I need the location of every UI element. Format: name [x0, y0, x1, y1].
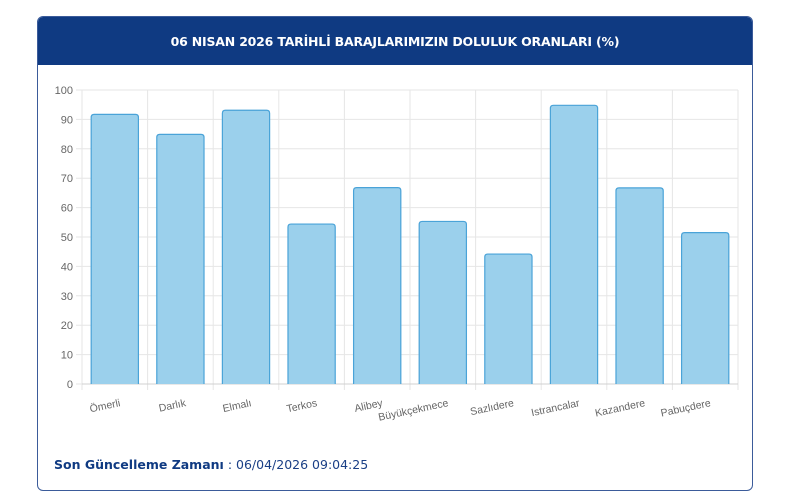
bar-kazandere[interactable]: [615, 187, 664, 384]
chart-title: 06 NISAN 2026 TARİHLİ BARAJLARIMIZIN DOL…: [170, 33, 620, 49]
bar-elmalı[interactable]: [221, 109, 271, 384]
y-tick-label: 80: [61, 144, 73, 156]
x-tick-label: Pabuçdere: [660, 397, 712, 419]
y-tick-label: 10: [61, 350, 73, 362]
last-update-label: Son Güncelleme Zamanı: [54, 457, 224, 472]
chart-bars: [90, 104, 730, 384]
bar-pabuçdere[interactable]: [680, 231, 730, 384]
x-tick-label: Elmalı: [222, 397, 253, 415]
bar-büyükçekmece[interactable]: [418, 220, 468, 384]
y-tick-label: 20: [61, 320, 73, 332]
x-tick-label: Ömerli: [89, 397, 122, 415]
y-axis: 0 10 20 30 40 50 60 70 80 90 100: [55, 85, 73, 391]
x-tick-label: Sazlıdere: [469, 397, 515, 418]
bar-ömerli[interactable]: [90, 113, 140, 384]
x-tick-label: Alibey: [353, 397, 384, 415]
bar-istrancalar[interactable]: [549, 104, 599, 384]
bar-terkos[interactable]: [287, 223, 336, 384]
x-tick-label: Büyükçekmece: [377, 397, 449, 424]
y-tick-label: 90: [61, 114, 73, 126]
y-tick-label: 30: [61, 291, 73, 303]
x-tick-label: Terkos: [285, 397, 318, 415]
bar-alibey[interactable]: [352, 187, 402, 384]
x-tick-label: Darlık: [158, 397, 188, 415]
y-tick-label: 60: [61, 203, 73, 215]
y-tick-label: 70: [61, 173, 73, 185]
last-update-value: 06/04/2026 09:04:25: [236, 457, 369, 472]
dam-levels-card: 06 NISAN 2026 TARİHLİ BARAJLARIMIZIN DOL…: [37, 16, 753, 491]
bar-chart: 0 10 20 30 40 50 60 70 80 90 100 Ömerli Darlık Elmal…: [55, 85, 739, 424]
y-tick-label: 50: [61, 232, 73, 244]
x-axis: Ömerli Darlık Elmalı Terkos AlibeyBüyükçekme…: [89, 397, 712, 424]
bar-darlık[interactable]: [156, 133, 205, 384]
last-update-separator: :: [223, 457, 237, 472]
x-tick-label: Istrancalar: [530, 397, 581, 419]
card-header: 06 NISAN 2026 TARİHLİ BARAJLARIMIZIN DOL…: [38, 17, 752, 65]
y-tick-label: 0: [67, 379, 73, 391]
y-tick-label: 100: [55, 85, 73, 97]
y-tick-label: 40: [61, 261, 73, 273]
last-update: Son Güncelleme Zamanı : 06/04/2026 09:04…: [54, 457, 368, 472]
x-tick-label: Kazandere: [594, 397, 646, 419]
bar-sazlıdere[interactable]: [484, 253, 533, 384]
